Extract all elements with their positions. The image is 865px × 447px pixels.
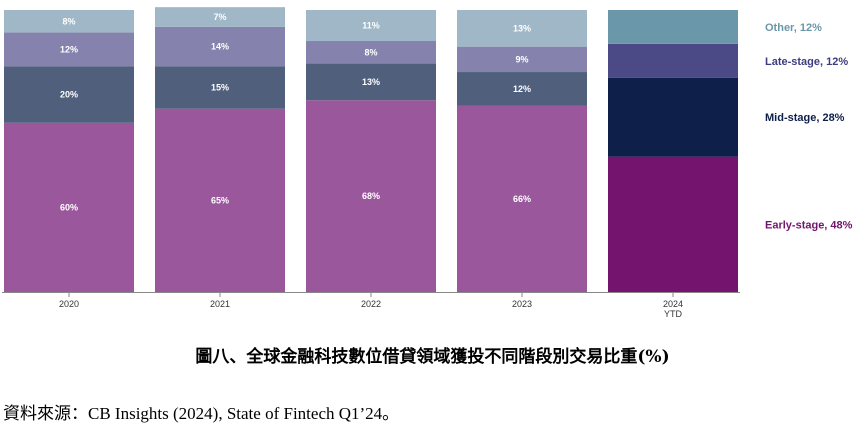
data-label-early-stage-3: 66% [513,194,531,204]
bar-early-stage-0 [4,122,134,292]
legend-item-1: Late-stage, 12% [765,56,848,68]
bar-mid-stage-4 [608,77,738,157]
stacked-bar-chart: 60% 20% 12% 8% 2020 65% 15% 14% 7% 2021 68% 13% 8% 11… [2,7,853,319]
bar-early-stage-2 [306,100,436,293]
x-tick-label-3: 2023 [512,299,532,309]
bar-late-stage-0 [4,32,134,67]
data-label-other-2: 11% [362,21,380,31]
bar-mid-stage-3 [457,72,587,106]
legend-item-2: Mid-stage, 28% [765,112,845,124]
data-label-early-stage-0: 60% [60,202,78,212]
bar-early-stage-4 [608,156,738,292]
bar-late-stage-1 [155,26,285,67]
data-label-late-stage-3: 9% [515,54,528,64]
bar-late-stage-3 [457,46,587,73]
source-note: 資料來源：CB Insights (2024), State of Fintec… [3,404,400,423]
data-label-other-3: 13% [513,23,531,33]
x-tick-label-0: 2020 [59,299,79,309]
bar-other-4 [608,10,738,44]
x-tick-label-4-1: YTD [664,309,683,319]
bar-other-1 [155,7,285,27]
data-label-late-stage-1: 14% [211,42,229,52]
legend-item-0: Other, 12% [765,22,822,34]
data-label-early-stage-1: 65% [211,195,229,205]
bar-mid-stage-2 [306,63,436,101]
bar-other-0 [4,10,134,33]
x-tick-label-1: 2021 [210,299,230,309]
data-label-mid-stage-1: 15% [211,83,229,93]
data-label-early-stage-2: 68% [362,191,380,201]
x-tick-label-2: 2022 [361,299,381,309]
data-label-late-stage-0: 12% [60,44,78,54]
bar-early-stage-1 [155,108,285,292]
bar-early-stage-3 [457,105,587,292]
data-label-other-0: 8% [62,16,75,26]
bar-mid-stage-1 [155,66,285,109]
data-label-other-1: 7% [213,12,226,22]
legend-item-3: Early-stage, 48% [765,219,853,231]
data-label-mid-stage-0: 20% [60,90,78,100]
data-label-mid-stage-3: 12% [513,84,531,94]
bar-late-stage-2 [306,41,436,64]
bar-late-stage-4 [608,43,738,78]
data-label-mid-stage-2: 13% [362,77,380,87]
figure-caption: 圖八、全球金融科技數位借貸領域獲投不同階段別交易比重(%) [195,347,670,367]
bar-mid-stage-0 [4,66,134,123]
x-tick-label-4: 2024 [663,299,683,309]
data-label-late-stage-2: 8% [364,47,377,57]
bar-other-3 [457,10,587,47]
bar-other-2 [306,10,436,42]
